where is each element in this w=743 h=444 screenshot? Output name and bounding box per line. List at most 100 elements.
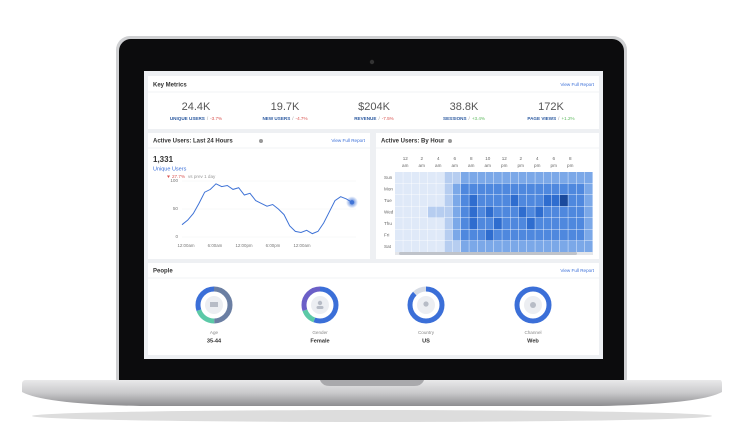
heat-cell (469, 206, 478, 218)
heat-cell (419, 218, 428, 230)
heat-cell (568, 183, 577, 195)
down-arrow (167, 175, 170, 178)
heat-cell (461, 206, 469, 218)
metric-line: REVENUE / -7.5% (354, 116, 394, 121)
heat-cell (494, 206, 502, 218)
heat-cell (584, 183, 593, 195)
heat-cell (403, 241, 412, 253)
heat-cell (518, 172, 527, 184)
hour-label: 10 (485, 156, 491, 161)
info-icon[interactable] (448, 139, 452, 143)
heat-cell (494, 229, 502, 241)
heat-cell (560, 206, 568, 218)
heat-cell (419, 206, 428, 218)
y-tick-label: 100 (170, 178, 178, 183)
day-label: Tue (384, 198, 392, 203)
heat-cell (560, 229, 568, 241)
metric-label: PAGE VIEWS (527, 116, 556, 121)
heat-cell (518, 241, 527, 253)
x-tick-label: 12:00pm (235, 243, 252, 248)
x-tick-label: 12:00am (293, 243, 310, 248)
period-label: am (452, 163, 459, 168)
heat-cell (469, 183, 478, 195)
day-label: Wed (384, 209, 394, 214)
heat-cell (551, 229, 560, 241)
heat-cell (568, 241, 577, 253)
heat-cell (419, 229, 428, 241)
change: 27.7% (172, 174, 185, 179)
metric-change: +1.2% (561, 116, 574, 121)
metric-value: $204K (358, 101, 390, 113)
heat-cell (494, 195, 502, 207)
heat-cell (477, 241, 486, 253)
heat-cell (395, 206, 403, 218)
metric-line: SESSIONS / +3.4% (443, 116, 485, 121)
period-label: pm (551, 163, 558, 168)
info-icon[interactable] (259, 139, 263, 143)
link[interactable]: View Full Report (331, 138, 365, 143)
metric-label: REVENUE (354, 116, 376, 121)
heat-cell (485, 229, 494, 241)
heat-cell (485, 195, 494, 207)
link[interactable]: View Full Report (560, 268, 594, 273)
heat-cell (436, 183, 445, 195)
camera (369, 59, 375, 65)
heat-cell (477, 183, 486, 195)
heat-cell (419, 172, 428, 184)
heat-cell (428, 229, 436, 241)
period-label: pm (534, 163, 541, 168)
heat-cell (395, 183, 403, 195)
separator: / (558, 116, 560, 121)
heat-cell (477, 172, 486, 184)
heat-cell (452, 195, 461, 207)
separator: / (469, 116, 471, 121)
heat-cell (411, 218, 420, 230)
separator: / (292, 116, 294, 121)
heat-cell (452, 229, 461, 241)
heat-cell (584, 241, 593, 253)
hour-label: 8 (569, 156, 572, 161)
heat-cell (560, 183, 568, 195)
heat-cell (403, 172, 412, 184)
shadow (32, 410, 712, 422)
heat-cell (527, 172, 535, 184)
heat-cell (411, 195, 420, 207)
heat-cell (518, 183, 527, 195)
heat-cell (543, 241, 552, 253)
heat-cell (485, 206, 494, 218)
heat-cell (428, 183, 436, 195)
metric-value: 38.8K (450, 101, 479, 113)
people-label: Gender (312, 330, 328, 335)
notch (320, 380, 424, 386)
heat-cell (469, 229, 478, 241)
heat-cell (461, 183, 469, 195)
heat-cell (518, 195, 527, 207)
comparison: vs prev 1 day (188, 174, 216, 179)
heat-cell (452, 218, 461, 230)
metric-line: NEW USERS / -4.7% (262, 116, 307, 121)
heat-cell (551, 195, 560, 207)
day-label: Thu (384, 221, 392, 226)
heat-cell (510, 206, 519, 218)
metric-value: 172K (538, 101, 564, 113)
heat-cell (576, 206, 585, 218)
heat-cell (411, 172, 420, 184)
heat-cell (510, 195, 519, 207)
metric-change: -7.5% (382, 116, 394, 121)
heat-cell (543, 229, 552, 241)
heat-cell (576, 229, 585, 241)
y-tick-label: 50 (173, 206, 179, 211)
heat-cell (444, 183, 453, 195)
heat-cell (395, 195, 403, 207)
heat-cell (485, 183, 494, 195)
day-label: Mon (384, 186, 393, 191)
heat-cell (419, 183, 428, 195)
metric-value: 24.4K (182, 101, 211, 113)
link[interactable]: View Full Report (560, 82, 594, 87)
people-label: Country (418, 330, 435, 335)
period-label: pm (567, 163, 574, 168)
heat-cell (576, 195, 585, 207)
last-point (349, 200, 355, 205)
heat-cell (543, 183, 552, 195)
